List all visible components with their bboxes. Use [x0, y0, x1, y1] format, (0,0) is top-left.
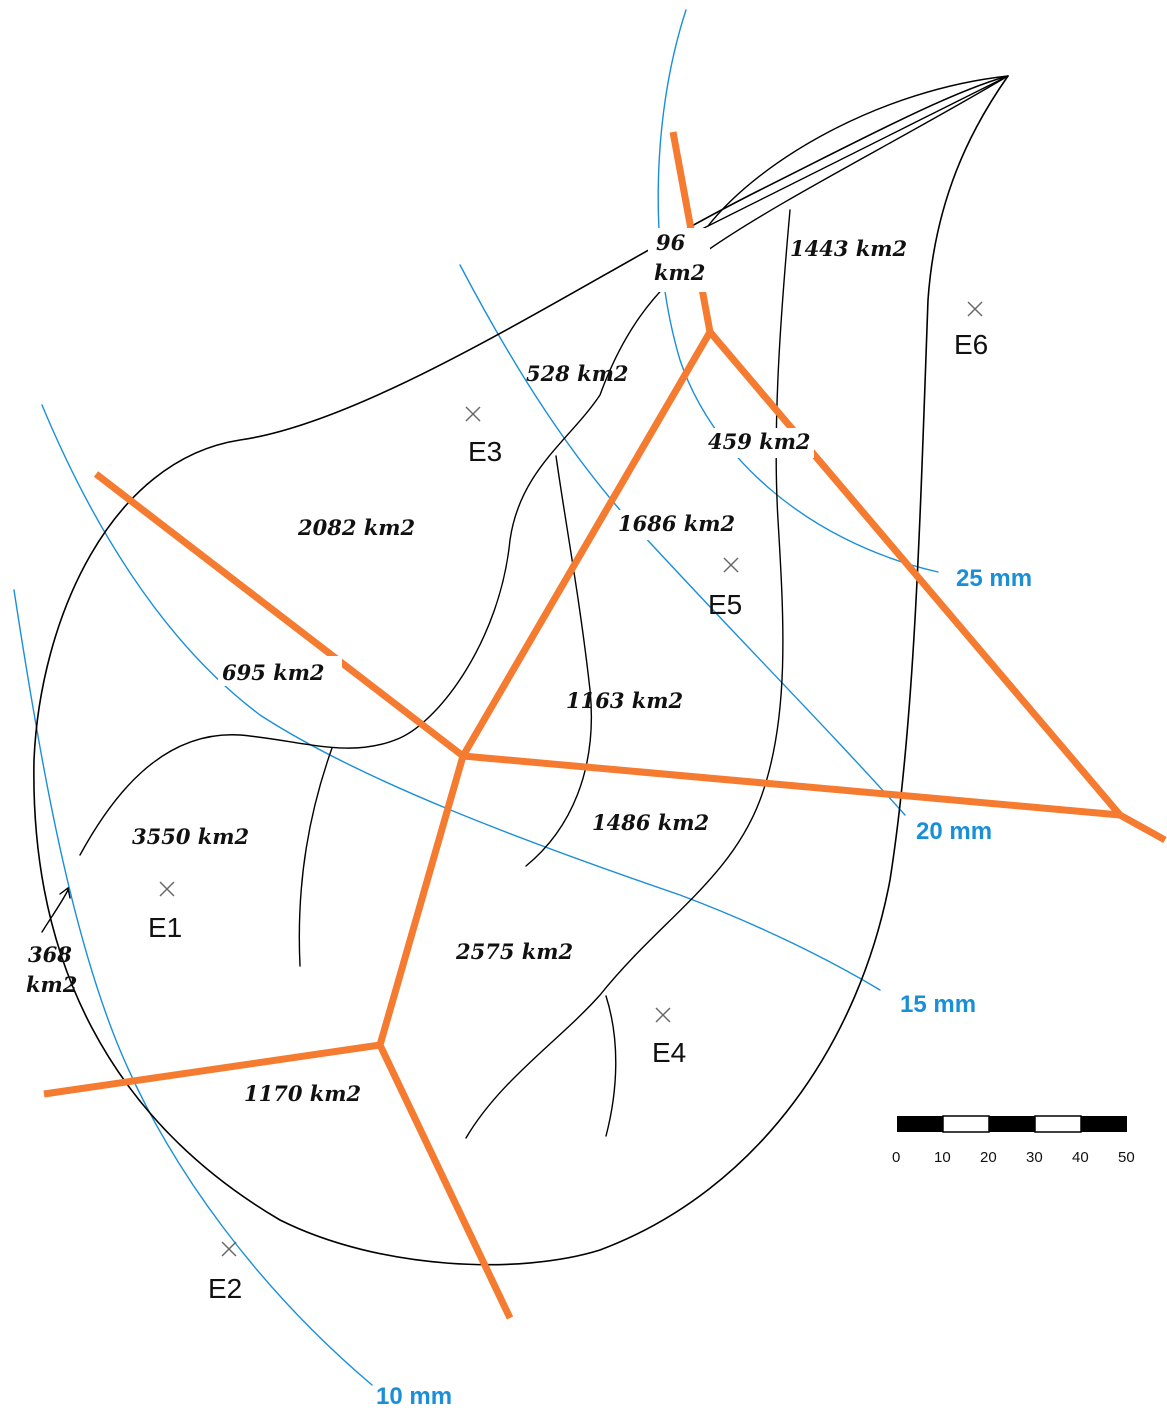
scale-tick-label: 10 [934, 1149, 951, 1166]
area-label: 1170 km2 [244, 1081, 361, 1106]
isohyet-15mm [41, 404, 881, 991]
station-label: E5 [708, 589, 742, 620]
thiessen-east-diagonal [707, 329, 1167, 844]
station-label: E4 [652, 1037, 686, 1068]
area-label: 1686 km2 [618, 511, 735, 536]
isohyet-lines [13, 9, 939, 1386]
scale-bar: 0 10 20 30 40 50 [892, 1115, 1135, 1166]
area-label: 96 [656, 230, 686, 255]
thiessen-east [462, 752, 1121, 819]
area-label: 368 [28, 942, 72, 967]
station-label: E6 [954, 329, 988, 360]
area-label: 695 km2 [222, 660, 325, 685]
stations: E1 E2 E3 E4 E5 E6 [148, 301, 988, 1304]
divide-west [298, 747, 333, 967]
divide-top-3 [659, 75, 1009, 251]
thiessen-polygons [43, 131, 1167, 1320]
thiessen-west [93, 471, 466, 759]
isohyet-labels: 10 mm 15 mm 20 mm 25 mm [376, 565, 1032, 1410]
area-label: km2 [26, 972, 77, 997]
divide-south [605, 995, 617, 1137]
area-label: 3550 km2 [132, 824, 249, 849]
scale-tick-label: 20 [980, 1149, 997, 1166]
area-label: 459 km2 [708, 429, 811, 454]
thiessen-center-ne [459, 330, 714, 758]
isohyet-10mm [13, 589, 373, 1386]
subcatchment-divides [79, 75, 1009, 1139]
station-label: E3 [468, 436, 502, 467]
divide-top-1 [707, 75, 1009, 227]
station-label: E2 [208, 1273, 242, 1304]
pointer-arrow [41, 886, 71, 933]
area-label: 1443 km2 [790, 236, 907, 261]
thiessen-center-south [376, 755, 514, 1320]
station-label: E1 [148, 912, 182, 943]
divide-mid [525, 455, 593, 867]
station-marker [465, 406, 481, 422]
thiessen-southwest [43, 1041, 381, 1098]
isohyet-label: 10 mm [376, 1383, 452, 1410]
isohyet-25mm [657, 9, 939, 573]
station-marker [967, 301, 983, 317]
area-labels: 96 km2 1443 km2 528 km2 459 km2 2082 km2… [26, 230, 907, 1106]
area-label: 1163 km2 [566, 688, 683, 713]
area-label: 1486 km2 [592, 810, 709, 835]
catchment-boundary [33, 75, 1009, 1266]
label-backgrounds [218, 228, 814, 686]
scale-tick-label: 0 [892, 1149, 900, 1166]
scale-tick-label: 30 [1026, 1149, 1043, 1166]
area-label: 2082 km2 [297, 515, 415, 540]
area-label: 2575 km2 [455, 939, 573, 964]
area-label: km2 [654, 260, 705, 285]
divide-top-2 [79, 75, 1009, 856]
area-label: 528 km2 [526, 361, 629, 386]
isohyet-label: 20 mm [916, 818, 992, 845]
scale-tick-label: 40 [1072, 1149, 1089, 1166]
station-marker [221, 1241, 237, 1257]
isohyet-label: 25 mm [956, 565, 1032, 592]
scale-tick-label: 50 [1118, 1149, 1135, 1166]
station-marker [723, 557, 739, 573]
station-marker [159, 881, 175, 897]
station-marker [655, 1007, 671, 1023]
isohyet-label: 15 mm [900, 991, 976, 1018]
